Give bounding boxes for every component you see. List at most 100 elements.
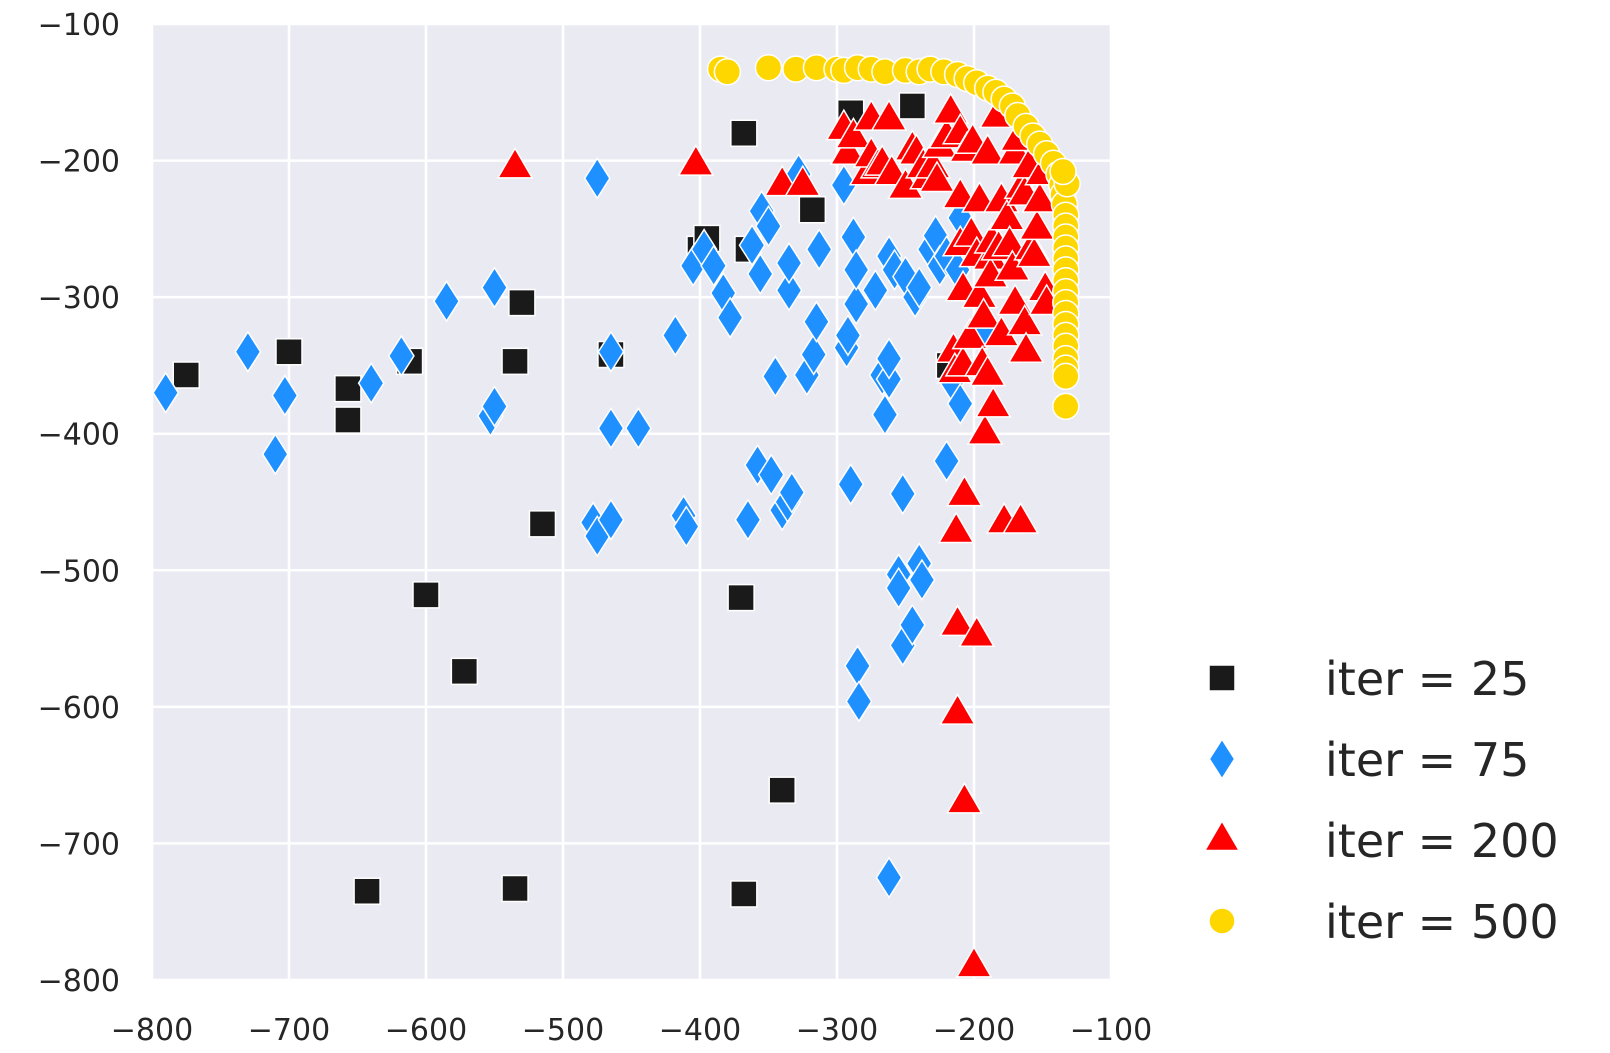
series-triangle <box>496 92 1066 978</box>
diamond-marker <box>234 330 262 373</box>
diamond-marker <box>624 407 652 450</box>
y-tick-label: −300 <box>38 281 120 316</box>
square-marker <box>528 510 557 538</box>
triangle-marker <box>945 781 983 814</box>
diamond-marker <box>661 314 689 357</box>
legend-diamond-icon <box>1208 737 1236 781</box>
triangle-marker <box>496 146 534 179</box>
square-marker <box>730 119 758 148</box>
diamond-marker <box>933 439 961 483</box>
diamond-marker <box>152 371 180 414</box>
triangle-marker <box>951 317 989 350</box>
diamond-marker <box>837 463 865 506</box>
circle-marker <box>1052 392 1080 421</box>
triangle-marker <box>965 297 1003 329</box>
square-marker <box>412 581 440 609</box>
triangle-marker <box>939 604 976 637</box>
x-tick-label: −600 <box>385 1013 467 1048</box>
legend-item: iter = 200 <box>1203 814 1559 868</box>
triangle-marker <box>1021 181 1059 213</box>
diamond-marker <box>834 314 862 357</box>
triangle-marker <box>937 511 975 544</box>
diamond-marker <box>885 566 913 610</box>
diamond-marker <box>905 266 933 309</box>
diamond-marker <box>734 498 762 541</box>
triangle-marker <box>918 160 956 193</box>
triangle-marker <box>784 164 822 197</box>
square-marker <box>501 347 529 376</box>
square-marker <box>275 338 303 366</box>
triangle-marker <box>835 116 872 149</box>
diamond-marker <box>775 241 803 285</box>
triangle-marker <box>969 354 1007 387</box>
x-tick-label: −200 <box>933 1013 1015 1048</box>
diamond-marker <box>778 471 806 514</box>
legend-circle-icon <box>1208 907 1236 935</box>
diamond-marker <box>800 333 828 376</box>
triangle-marker <box>969 133 1007 165</box>
diamond-marker <box>871 393 899 436</box>
square-marker <box>730 880 758 908</box>
circle-marker <box>1049 157 1077 186</box>
legend-label: iter = 25 <box>1325 652 1529 706</box>
y-tick-label: −100 <box>38 8 120 43</box>
diamond-marker <box>583 157 611 200</box>
circle-marker <box>1052 362 1080 391</box>
triangle-marker <box>955 945 993 978</box>
diamond-marker <box>672 505 700 548</box>
diamond-marker <box>716 296 744 339</box>
y-tick-label: −700 <box>38 827 120 862</box>
y-tick-label: −800 <box>38 964 120 999</box>
diamond-marker <box>830 163 858 207</box>
square-marker <box>768 776 796 804</box>
x-axis-ticks: −800 −700 −600 −500 −400 −300 −200 −100 <box>111 1013 1152 1048</box>
legend-label: iter = 500 <box>1325 895 1559 949</box>
diamond-marker <box>481 266 508 309</box>
square-marker <box>353 877 381 905</box>
triangle-marker <box>1015 235 1053 268</box>
x-tick-label: −300 <box>796 1013 878 1048</box>
series-circle <box>706 53 1081 421</box>
diamond-marker <box>700 244 728 287</box>
diamond-marker <box>738 224 766 267</box>
diamond-marker <box>597 407 625 450</box>
triangle-marker <box>939 693 976 725</box>
diamond-marker <box>861 269 889 312</box>
legend-label: iter = 200 <box>1325 814 1559 868</box>
diamond-marker <box>757 453 785 496</box>
x-tick-label: −100 <box>1070 1013 1152 1048</box>
diamond-marker <box>775 269 803 312</box>
diamond-marker <box>908 558 936 602</box>
x-tick-label: −700 <box>248 1013 330 1048</box>
diamond-marker <box>357 361 385 405</box>
legend-item: iter = 500 <box>1208 895 1559 949</box>
series-diamond <box>152 153 1009 899</box>
diamond-marker <box>875 337 903 380</box>
legend-label: iter = 75 <box>1325 733 1529 787</box>
diamond-marker <box>261 433 289 476</box>
square-marker <box>727 583 755 612</box>
triangle-marker <box>945 474 983 507</box>
triangle-marker <box>829 133 867 165</box>
triangle-marker <box>958 615 996 648</box>
diamond-marker <box>842 282 870 326</box>
square-marker <box>450 657 479 686</box>
diamond-marker <box>845 680 873 723</box>
x-tick-label: −500 <box>522 1013 604 1048</box>
diamond-marker <box>842 248 870 292</box>
diamond-marker <box>597 498 625 541</box>
x-tick-label: −800 <box>111 1013 193 1048</box>
diamond-marker <box>802 300 830 343</box>
diamond-marker <box>481 385 508 428</box>
triangle-marker <box>870 99 908 131</box>
diamond-marker <box>946 382 974 425</box>
diamond-marker <box>271 374 299 417</box>
diamond-marker <box>387 334 415 378</box>
diamond-marker <box>597 330 625 373</box>
diamond-marker <box>761 355 789 398</box>
square-marker <box>508 288 536 317</box>
legend-item: iter = 25 <box>1208 652 1529 706</box>
triangle-marker <box>1018 208 1056 241</box>
